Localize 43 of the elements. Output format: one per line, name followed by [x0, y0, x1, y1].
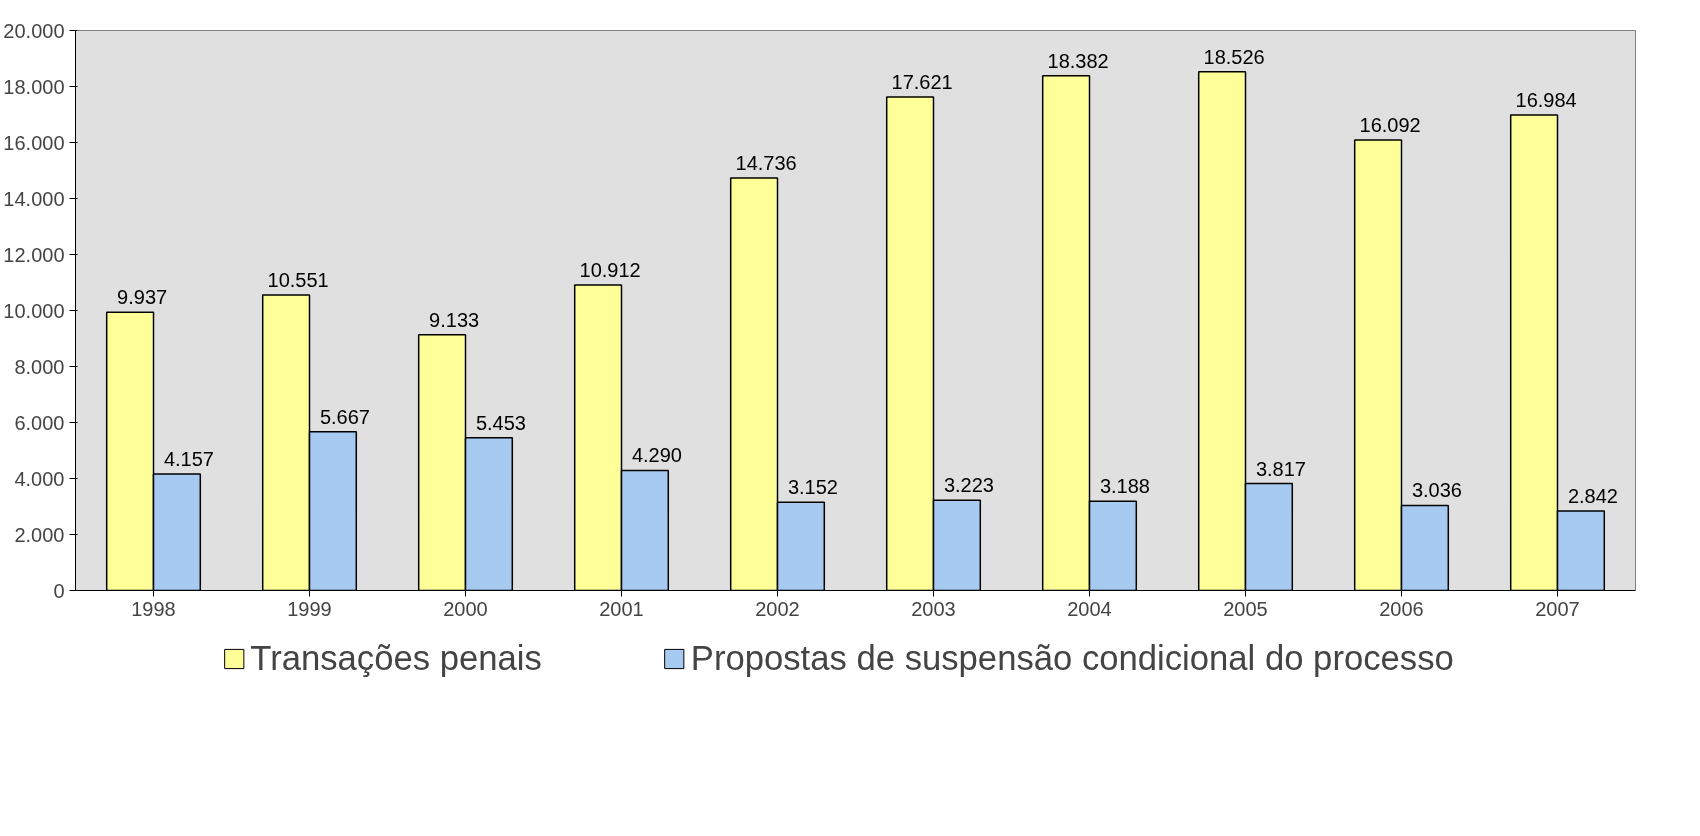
y-tick-label: 6.000 — [14, 411, 65, 434]
x-tick-label: 2002 — [755, 597, 800, 620]
data-label: 16.092 — [1359, 113, 1421, 136]
x-tick-label: 2006 — [1379, 597, 1424, 620]
data-label: 5.453 — [475, 411, 526, 434]
data-label: 10.912 — [579, 258, 641, 281]
x-tick-label: 1999 — [287, 597, 332, 620]
x-tick-label: 1998 — [131, 597, 176, 620]
y-tick-label: 14.000 — [3, 187, 65, 210]
y-tick-label: 20.000 — [3, 19, 65, 42]
x-tick-label: 2007 — [1535, 597, 1580, 620]
data-label: 3.223 — [943, 474, 994, 497]
y-tick-label: 12.000 — [3, 243, 65, 266]
data-label: 16.984 — [1515, 88, 1577, 111]
y-tick-label: 18.000 — [3, 75, 65, 98]
x-tick-label: 2005 — [1223, 597, 1268, 620]
data-label: 3.036 — [1411, 479, 1462, 502]
legend-label: Transações penais — [250, 638, 542, 678]
y-tick-label: 10.000 — [3, 299, 65, 322]
data-label: 2.842 — [1567, 484, 1618, 507]
data-label: 14.736 — [735, 151, 797, 174]
y-tick-label: 2.000 — [14, 523, 65, 546]
data-label: 18.526 — [1203, 45, 1265, 68]
y-tick-label: 4.000 — [14, 467, 65, 490]
data-label: 18.382 — [1047, 49, 1109, 72]
x-tick-label: 2003 — [911, 597, 956, 620]
data-label: 3.817 — [1255, 457, 1306, 480]
data-label: 4.290 — [631, 444, 682, 467]
data-label: 5.667 — [319, 405, 370, 428]
x-tick-label: 2000 — [443, 597, 488, 620]
data-label: 9.133 — [429, 308, 480, 331]
y-tick-label: 16.000 — [3, 131, 65, 154]
data-label: 4.157 — [163, 448, 214, 471]
data-label: 9.937 — [117, 286, 168, 309]
y-tick-label: 0 — [53, 579, 65, 602]
x-tick-label: 2001 — [599, 597, 644, 620]
data-label: 3.152 — [787, 476, 838, 499]
data-label: 10.551 — [267, 269, 329, 292]
y-tick-label: 8.000 — [14, 355, 65, 378]
data-label: 3.188 — [1099, 475, 1150, 498]
x-tick-label: 2004 — [1067, 597, 1112, 620]
data-label: 17.621 — [891, 71, 953, 94]
legend-label: Propostas de suspensão condicional do processo — [690, 638, 1454, 678]
